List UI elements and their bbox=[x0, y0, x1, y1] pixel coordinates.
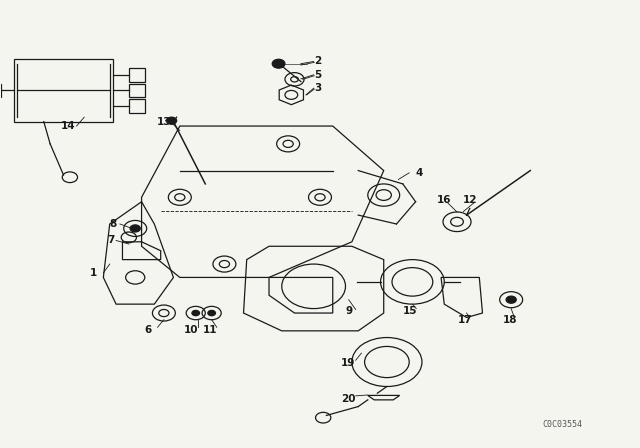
Text: 2: 2 bbox=[314, 56, 322, 66]
Text: 13: 13 bbox=[157, 116, 171, 127]
Text: 9: 9 bbox=[345, 306, 352, 316]
Circle shape bbox=[166, 117, 177, 124]
Text: 19: 19 bbox=[341, 358, 355, 368]
Text: 18: 18 bbox=[502, 315, 517, 325]
Circle shape bbox=[272, 59, 285, 68]
Text: 12: 12 bbox=[463, 194, 477, 205]
Text: 10: 10 bbox=[184, 325, 198, 335]
Circle shape bbox=[192, 310, 200, 316]
Circle shape bbox=[208, 310, 216, 316]
Text: 17: 17 bbox=[458, 315, 472, 325]
Text: 4: 4 bbox=[415, 168, 422, 178]
Text: C0C03554: C0C03554 bbox=[542, 420, 582, 429]
Circle shape bbox=[506, 296, 516, 303]
Text: 5: 5 bbox=[314, 70, 322, 80]
Text: 7: 7 bbox=[108, 236, 115, 246]
Text: 6: 6 bbox=[145, 325, 152, 335]
Text: 11: 11 bbox=[203, 325, 218, 335]
Text: 3: 3 bbox=[314, 83, 322, 93]
Text: 8: 8 bbox=[109, 219, 116, 229]
Text: 15: 15 bbox=[403, 306, 418, 316]
Text: 16: 16 bbox=[437, 194, 451, 205]
Text: 14: 14 bbox=[61, 121, 76, 131]
Text: 20: 20 bbox=[340, 393, 355, 404]
Circle shape bbox=[130, 225, 140, 232]
Text: 1: 1 bbox=[90, 268, 97, 278]
